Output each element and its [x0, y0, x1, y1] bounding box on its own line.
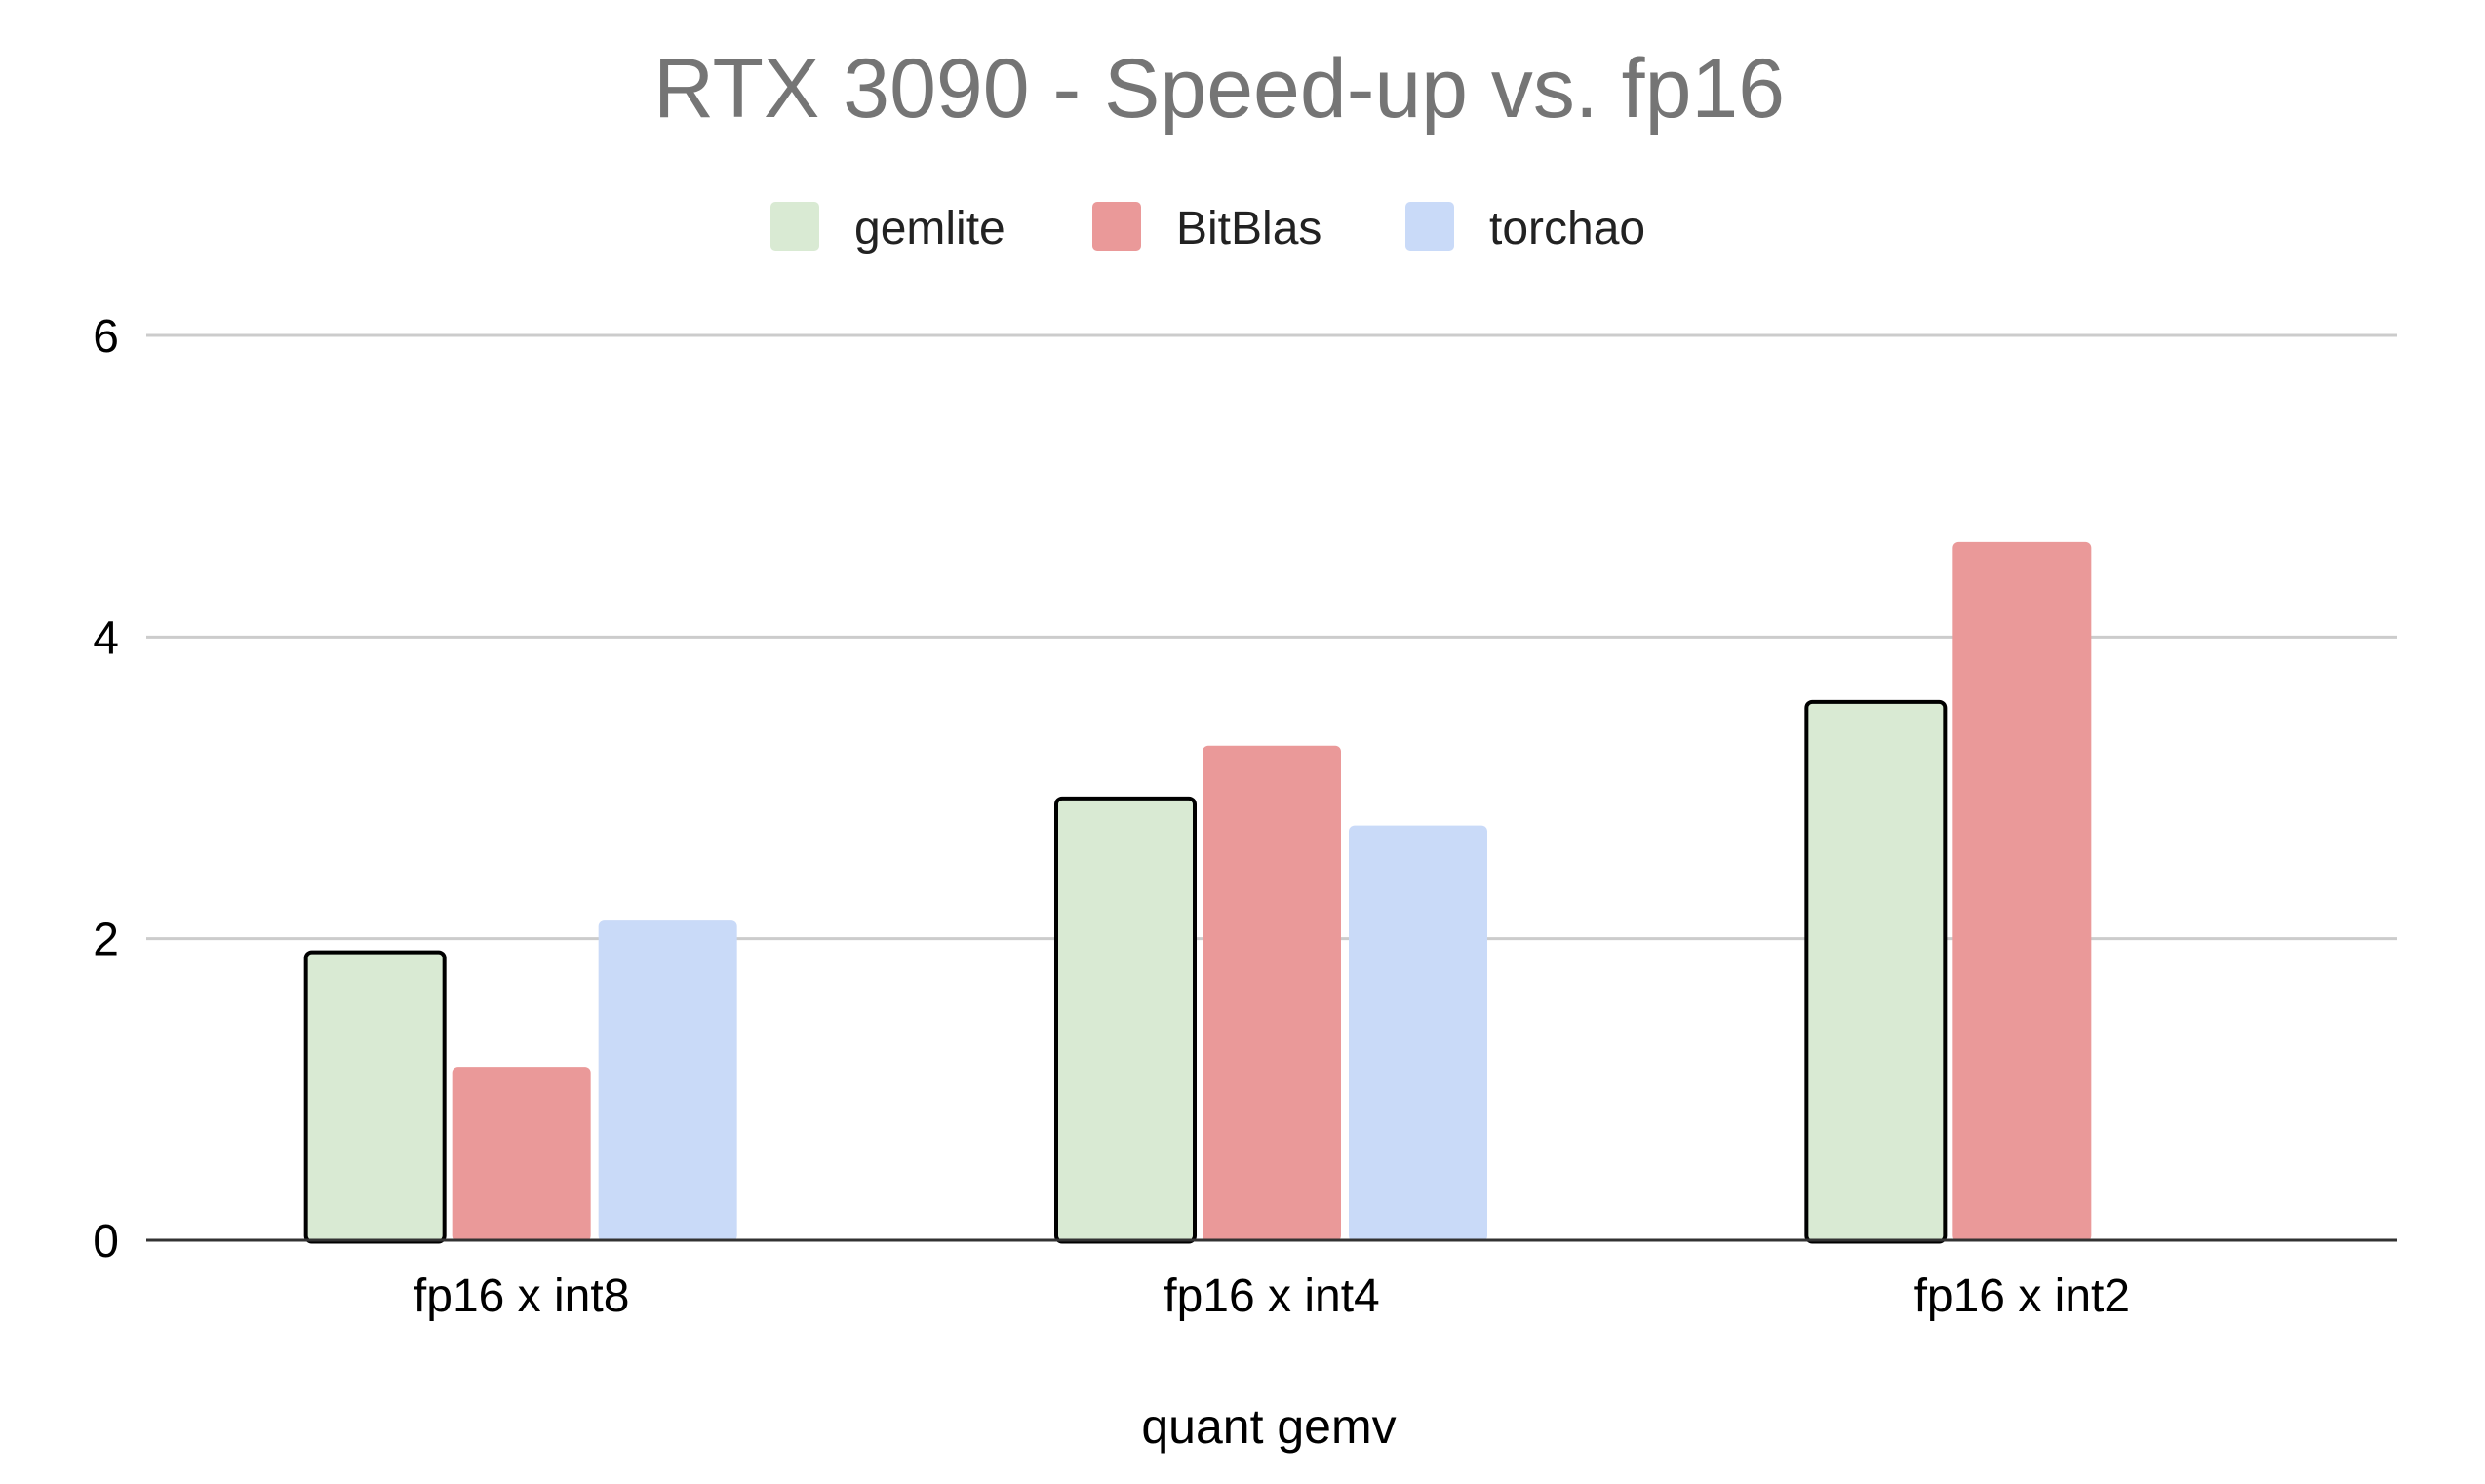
chart-title: RTX 3090 - Speed-up vs. fp16 — [653, 42, 1785, 136]
y-axis-ticks: 0 2 4 6 — [93, 311, 119, 1268]
x-axis-label: quant gemv — [1141, 1399, 1396, 1454]
bar-gemlite-0 — [303, 950, 447, 1244]
bar-torchao-0 — [598, 920, 737, 1242]
x-tick-label: fp16 x int8 — [414, 1270, 629, 1322]
x-tick-label: fp16 x int2 — [1914, 1270, 2130, 1322]
bars — [303, 541, 2092, 1244]
y-tick-label: 0 — [93, 1216, 119, 1268]
x-tick-label: fp16 x int4 — [1164, 1270, 1379, 1322]
bar-bitblas-1 — [1203, 745, 1341, 1242]
bar-gemlite-2 — [1804, 699, 1948, 1244]
y-tick-label: 6 — [93, 311, 119, 363]
legend-swatch-bitblas — [1092, 202, 1141, 251]
y-tick-label: 2 — [93, 915, 119, 966]
x-axis-ticks: fp16 x int8 fp16 x int4 fp16 x int2 — [414, 1270, 2130, 1322]
legend-swatch-torchao — [1405, 202, 1454, 251]
legend-swatch-gemlite — [770, 202, 819, 251]
bar-bitblas-0 — [452, 1067, 591, 1242]
bar-bitblas-2 — [1952, 541, 2092, 1242]
bar-gemlite-1 — [1054, 796, 1197, 1244]
bar-torchao-1 — [1349, 825, 1487, 1242]
legend: gemlite BitBlas torchao — [770, 202, 1645, 254]
legend-label-gemlite: gemlite — [854, 203, 1006, 254]
y-tick-label: 4 — [93, 612, 119, 664]
legend-label-torchao: torchao — [1489, 203, 1645, 254]
legend-label-bitblas: BitBlas — [1176, 203, 1321, 254]
